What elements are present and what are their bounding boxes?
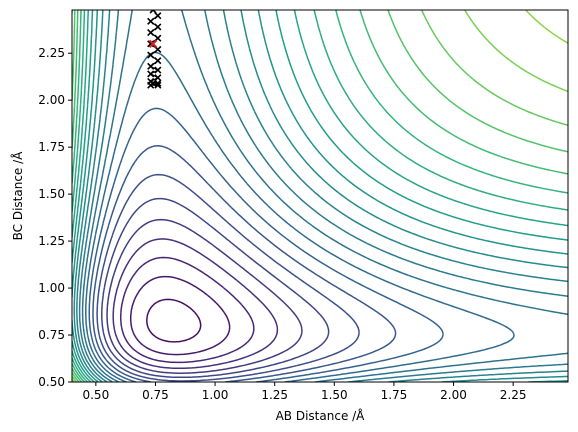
contour-level — [72, 10, 568, 382]
x-tick-label: 1.25 — [261, 388, 288, 402]
y-tick-label: 2.00 — [38, 93, 65, 107]
y-axis-label: BC Distance /Å — [10, 151, 25, 241]
x-axis-ticks: 0.50 0.75 1.00 1.25 1.50 1.75 2.00 2.25 — [82, 382, 527, 402]
contour-level — [72, 10, 568, 382]
x-axis-label: AB Distance /Å — [276, 408, 366, 423]
contour-level — [78, 10, 568, 382]
y-tick-label: 1.25 — [38, 234, 65, 248]
contour-level — [72, 10, 568, 382]
y-tick-label: 2.25 — [38, 46, 65, 60]
trajectory-point — [147, 40, 155, 48]
contour-level — [72, 10, 568, 382]
contour-level — [72, 10, 568, 382]
contour-level — [72, 10, 568, 382]
contour-level — [76, 10, 568, 382]
trajectory-point — [154, 12, 162, 20]
trajectory-path — [147, 10, 162, 89]
trajectory-point — [147, 51, 155, 59]
trajectory-point — [154, 74, 162, 82]
contour-level — [101, 197, 330, 379]
x-tick-label: 1.50 — [321, 388, 348, 402]
trajectory-point — [147, 17, 155, 25]
contour-level — [119, 256, 255, 364]
x-tick-label: 0.50 — [82, 388, 109, 402]
contour-lines — [72, 10, 568, 382]
contour-level — [106, 218, 303, 374]
y-tick-label: 1.50 — [38, 187, 65, 201]
start-point-marker — [148, 39, 158, 49]
x-tick-label: 0.75 — [142, 388, 169, 402]
y-axis-ticks: 0.50 0.75 1.00 1.25 1.50 1.75 2.00 2.25 — [38, 46, 72, 389]
trajectory-point — [154, 57, 162, 65]
contour-level — [72, 10, 568, 382]
x-tick-label: 2.25 — [500, 388, 527, 402]
contour-level — [96, 173, 360, 382]
plot-frame — [71, 9, 569, 383]
trajectory-point — [154, 23, 162, 31]
trajectory-point — [154, 66, 162, 74]
contour-level — [73, 10, 568, 382]
contour-level — [112, 238, 279, 370]
trajectory-point — [149, 10, 157, 14]
x-tick-label: 1.00 — [202, 388, 229, 402]
x-tick-label: 2.00 — [440, 388, 467, 402]
trajectory-point — [147, 28, 155, 37]
contour-level — [525, 10, 568, 44]
x-tick-label: 1.75 — [381, 388, 408, 402]
contour-level — [85, 51, 515, 382]
y-tick-label: 1.75 — [38, 140, 65, 154]
contour-level — [88, 107, 444, 382]
trajectory-point — [147, 70, 155, 78]
contour-level — [92, 145, 397, 382]
contour-level — [81, 10, 568, 382]
contour-level — [146, 298, 202, 343]
contour-level — [72, 10, 568, 382]
contour-level — [129, 275, 231, 356]
y-tick-label: 0.75 — [38, 328, 65, 342]
y-tick-label: 0.50 — [38, 375, 65, 389]
trajectory-point — [147, 62, 155, 70]
y-tick-label: 1.00 — [38, 281, 65, 295]
trajectory-point — [154, 81, 162, 89]
contour-level — [72, 10, 568, 382]
trajectory-point — [149, 79, 157, 87]
